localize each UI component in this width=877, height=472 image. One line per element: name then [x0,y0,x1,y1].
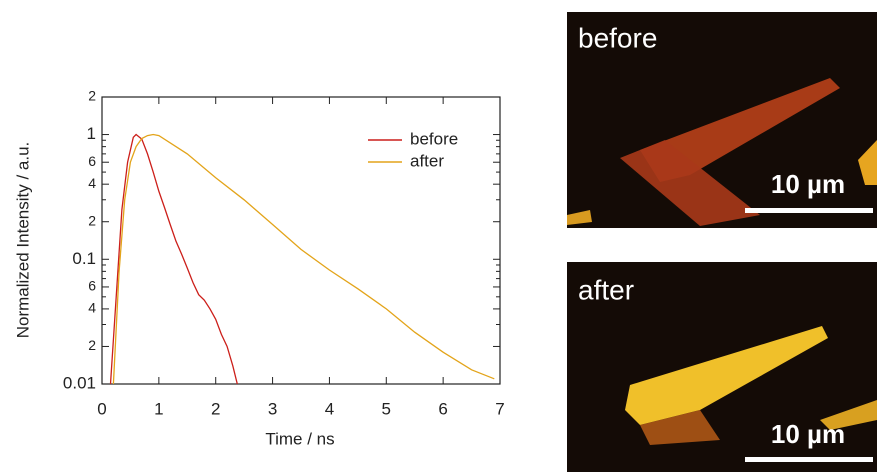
legend-label: before [410,129,458,148]
series-line [113,135,494,385]
scale-bar [745,457,873,462]
x-tick-label: 4 [325,399,334,418]
y-tick-label: 4 [88,175,96,191]
y-tick-label: 2 [88,212,96,228]
x-tick-label: 2 [211,399,220,418]
image-before: before 10 µm [567,12,877,228]
y-axis-label: Normalized Intensity / a.u. [13,142,32,339]
chart: Time / ns Normalized Intensity / a.u. be… [0,0,877,472]
x-axis-label: Time / ns [265,429,334,448]
y-tick-label: 0.1 [72,249,96,268]
scale-label: 10 µm [771,419,845,449]
x-tick-label: 7 [495,399,504,418]
y-tick-label: 0.01 [63,373,96,392]
x-tick-label: 1 [154,399,163,418]
legend-label: after [410,151,444,170]
y-tick-label: 2 [88,88,96,104]
x-tick-label: 5 [382,399,391,418]
y-tick-label: 6 [88,153,96,169]
x-tick-label: 6 [438,399,447,418]
y-tick-label: 1 [87,124,96,143]
y-tick-label: 6 [88,278,96,294]
scale-label: 10 µm [771,169,845,199]
image-after: after 10 µm [567,262,877,472]
y-tick-label: 4 [88,300,96,316]
x-tick-label: 0 [97,399,106,418]
image-label: after [578,274,634,305]
scale-bar [745,208,873,213]
image-label: before [578,22,657,53]
figure: Time / ns Normalized Intensity / a.u. be… [0,0,877,472]
x-tick-label: 3 [268,399,277,418]
y-tick-label: 2 [88,337,96,353]
